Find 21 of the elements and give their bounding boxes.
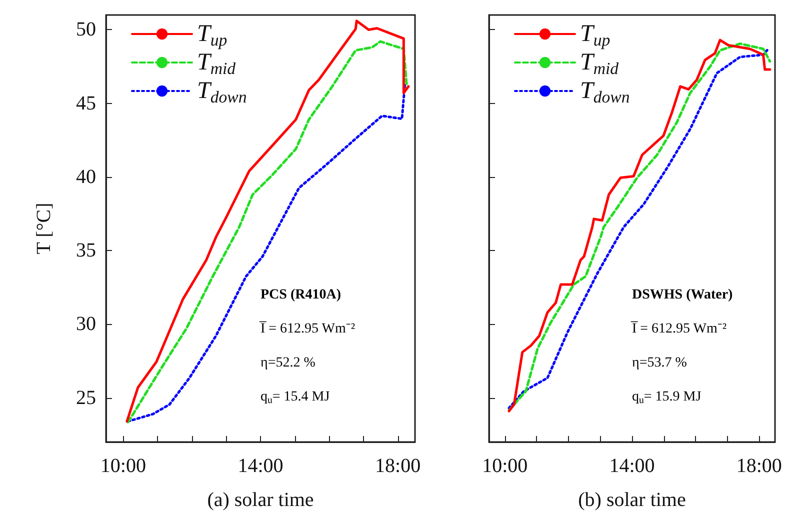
annotation: PCS (R410A) (260, 287, 342, 302)
y-tick-label: 35 (76, 240, 96, 262)
x-tick-label: 18:00 (375, 455, 421, 477)
y-tick-label: 30 (76, 313, 96, 336)
x-axis-title: (a) solar time (207, 489, 314, 511)
x-tick-label: 10:00 (100, 455, 146, 477)
annotation: I̅ = 612.95 Wm⁻² (630, 320, 727, 336)
x-tick-label: 18:00 (736, 455, 782, 477)
x-tick-label: 14:00 (238, 455, 284, 477)
annotation: I̅ = 612.95 Wm⁻² (258, 320, 356, 336)
x-tick-label: 10:00 (482, 455, 528, 477)
y-tick-label: 50 (76, 18, 96, 41)
y-axis-title: T [°C] (33, 202, 55, 254)
annotation: DSWHS (Water) (632, 287, 734, 302)
x-tick-label: 14:00 (609, 455, 655, 477)
x-axis-title: (b) solar time (578, 489, 686, 511)
y-tick-label: 45 (76, 92, 96, 114)
y-tick-label: 40 (76, 166, 96, 188)
annotation: η=53.7 % (632, 355, 688, 370)
y-tick-label: 25 (76, 386, 96, 409)
annotation: η=52.2 % (260, 355, 316, 370)
